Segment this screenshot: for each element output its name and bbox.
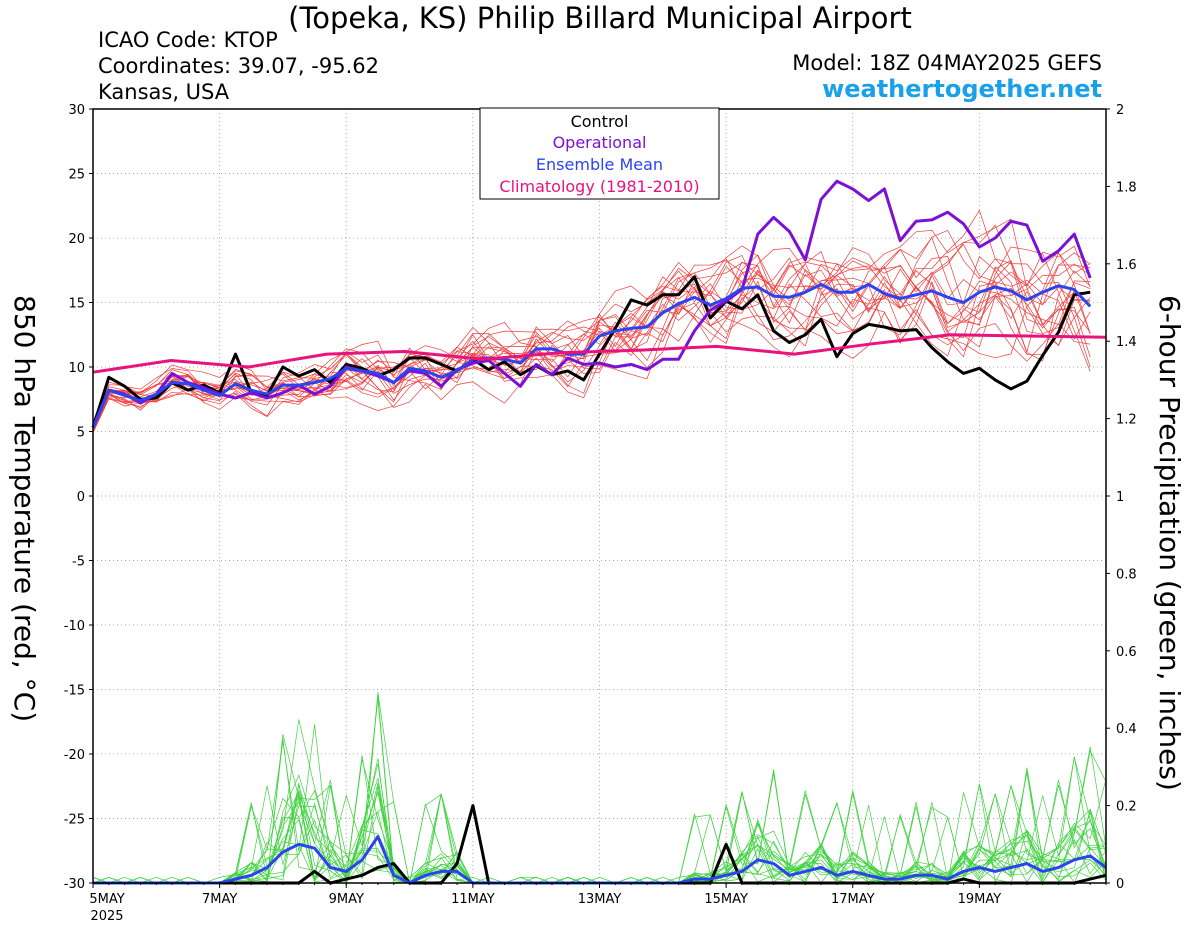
coordinates: Coordinates: 39.07, -95.62 (98, 54, 379, 78)
chart-series (91, 179, 1107, 885)
ensemble-member-precip (92, 734, 1107, 884)
x-tick-label: 5MAY (89, 892, 124, 907)
y-tick-label: -10 (64, 619, 85, 634)
y-tick-label: 15 (68, 297, 85, 312)
ensemble-member-temp (92, 259, 1091, 428)
ensemble-member-precip (93, 757, 1107, 884)
y-tick-label: -20 (64, 748, 85, 763)
y2-tick-label: 0 (1116, 877, 1124, 892)
series-ensemble-mean-precipitation (93, 835, 1107, 885)
y-tick-label: 25 (68, 168, 85, 183)
x-tick-sublabel: 2025 (90, 909, 123, 924)
y-tick-label: -5 (72, 555, 85, 570)
y-tick-label: 0 (77, 490, 85, 505)
y2-tick-label: 0.8 (1116, 567, 1137, 582)
ensemble-member-precip (93, 755, 1107, 884)
grid-lines (93, 109, 1106, 883)
series-climatology-1981-2010 (92, 333, 1107, 374)
chart-title: (Topeka, KS) Philip Billard Municipal Ai… (288, 1, 912, 35)
y2-tick-label: 1.8 (1116, 180, 1137, 195)
x-tick-label: 15MAY (704, 892, 748, 907)
y-tick-label: -30 (64, 877, 85, 892)
x-tick-label: 19MAY (958, 892, 1002, 907)
x-tick-label: 7MAY (202, 892, 237, 907)
ensemble-member-precip (93, 749, 1107, 884)
legend-ensemble-mean: Ensemble Mean (536, 155, 663, 174)
ensemble-member-temp (92, 255, 1091, 427)
x-tick-label: 9MAY (329, 892, 364, 907)
legend: Control Operational Ensemble Mean Climat… (479, 107, 720, 200)
y2-tick-label: 1 (1116, 490, 1124, 505)
ensemble-member-temp (92, 254, 1091, 429)
series-ensemble-mean (91, 282, 1092, 429)
y-tick-label: 10 (68, 361, 85, 376)
y-tick-label: 20 (68, 232, 85, 247)
x-tick-label: 17MAY (831, 892, 875, 907)
ensemble-members (92, 209, 1107, 884)
y-tick-label: -25 (64, 813, 85, 828)
ensemble-member-temp (92, 209, 1091, 432)
legend-box (479, 107, 720, 200)
y-tick-label: -15 (64, 684, 85, 699)
y2-tick-label: 0.6 (1116, 645, 1137, 660)
y2-tick-label: 1.4 (1116, 335, 1137, 350)
legend-climatology: Climatology (1981-2010) (499, 177, 699, 196)
legend-control: Control (571, 112, 629, 131)
y-tick-label: 30 (68, 103, 85, 118)
ensemble-member-precip (93, 698, 1107, 884)
icao-code: ICAO Code: KTOP (98, 28, 278, 52)
legend-operational: Operational (553, 133, 647, 152)
series-operational (91, 179, 1092, 429)
x-tick-label: 11MAY (451, 892, 495, 907)
brand-link[interactable]: weathertogether.net (822, 75, 1102, 103)
y2-tick-label: 1.6 (1116, 258, 1137, 273)
ensemble-member-precip (93, 756, 1107, 884)
y2-tick-label: 2 (1116, 103, 1124, 118)
ensemble-member-precip (93, 692, 1107, 884)
x-tick-label: 13MAY (578, 892, 622, 907)
ensemble-member-temp (92, 243, 1091, 433)
y2-tick-label: 0.4 (1116, 722, 1137, 737)
y2-tick-label: 0.2 (1116, 800, 1137, 815)
y-tick-label: 5 (77, 426, 85, 441)
ensemble-member-temp (92, 245, 1091, 430)
ensemble-member-precip (93, 724, 1107, 884)
model-run: Model: 18Z 04MAY2025 GEFS (792, 51, 1102, 75)
region: Kansas, USA (98, 80, 230, 104)
y2-tick-label: 1.2 (1116, 413, 1137, 428)
ensemble-member-temp (92, 252, 1091, 431)
ensemble-member-temp (92, 246, 1091, 432)
axes: 302520151050-5-10-15-20-25-3021.81.61.41… (64, 103, 1137, 924)
